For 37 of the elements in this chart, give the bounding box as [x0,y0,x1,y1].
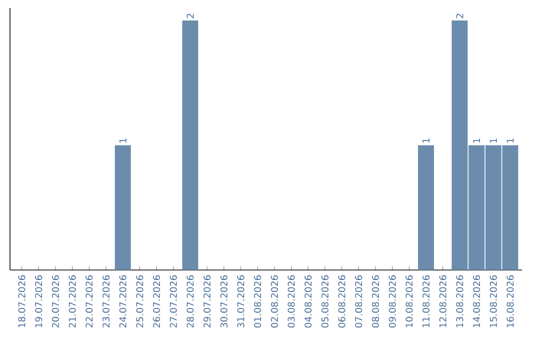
data-label: 1 [506,138,514,143]
x-tick-label: 01.08.2026 [254,275,262,328]
x-tick-label: 20.07.2026 [52,275,59,328]
x-tick-label: 09.08.2026 [388,275,396,328]
x-tick-label: 28.07.2026 [186,275,194,328]
x-tick-label: 26.07.2026 [153,275,160,328]
x-tick-label: 23.07.2026 [102,275,110,328]
data-label: 2 [186,14,194,18]
x-tick-label: 05.08.2026 [321,275,328,328]
x-tick-label: 19.07.2026 [35,275,42,328]
data-label: 2 [456,14,464,18]
x-tick-label: 12.08.2026 [439,275,446,328]
x-tick-label: 27.07.2026 [170,275,177,328]
data-label: 1 [422,138,430,143]
x-tick-label: 11.08.2026 [422,275,430,328]
data-label: 1 [490,138,497,143]
data-label: 1 [119,138,126,143]
x-tick-label: 30.07.2026 [220,275,228,328]
x-tick-label: 31.07.2026 [237,275,244,328]
x-tick-label: 29.07.2026 [204,275,211,328]
x-tick-label: 02.08.2026 [270,275,278,328]
x-tick-label: 08.08.2026 [372,275,379,328]
x-tick-label: 03.08.2026 [288,275,295,328]
x-tick-label: 21.07.2026 [68,275,76,328]
x-tick-label: 04.08.2026 [304,275,312,328]
data-label: 1 [473,138,480,143]
x-tick-label: 07.08.2026 [355,275,362,328]
x-tick-label: 10.08.2026 [406,275,413,328]
x-tick-label: 06.08.2026 [338,275,346,328]
x-tick-label: 13.08.2026 [456,275,464,328]
x-tick-label: 25.07.2026 [136,275,144,328]
x-tick-label: 22.07.2026 [86,275,93,328]
x-tick-label: 18.07.2026 [18,275,26,328]
x-tick-label: 14.08.2026 [473,275,480,328]
x-tick-label: 16.08.2026 [506,275,514,328]
x-tick-label: 24.07.2026 [119,275,126,328]
x-tick-label: 15.08.2026 [490,275,497,328]
